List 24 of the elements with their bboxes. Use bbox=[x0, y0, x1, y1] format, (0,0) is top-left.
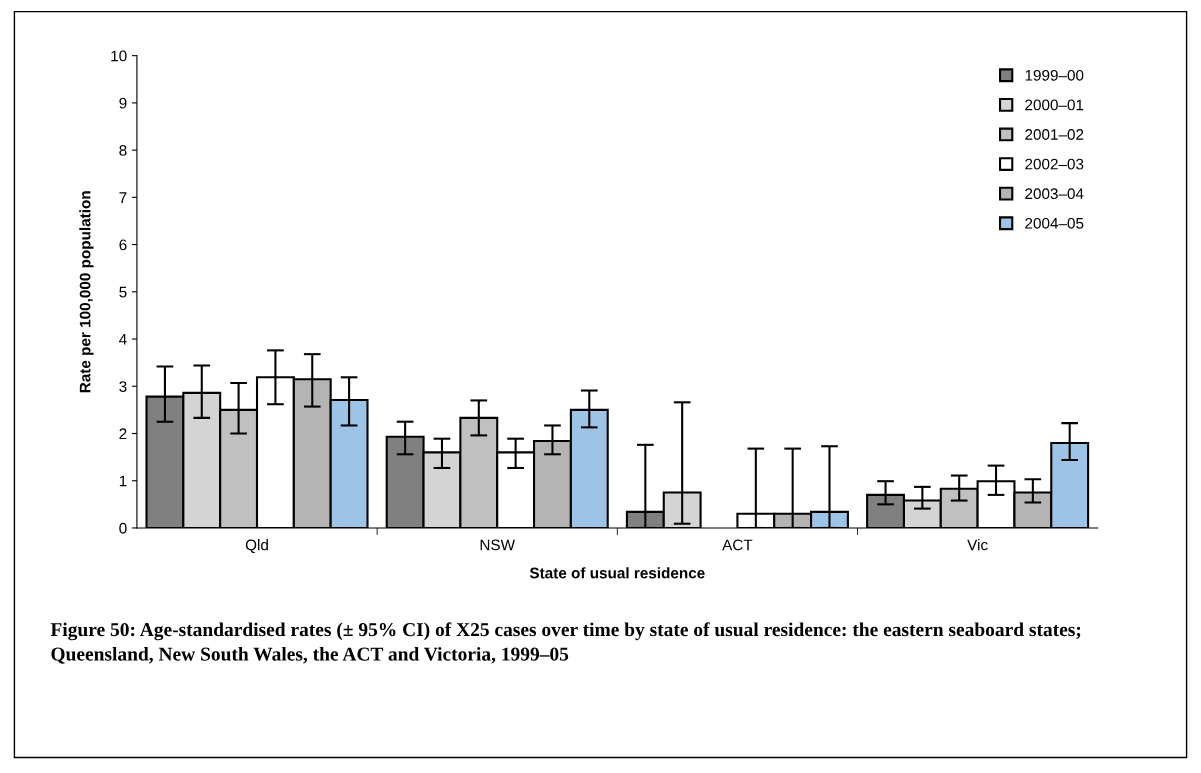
legend-label: 2003–04 bbox=[1025, 188, 1084, 200]
y-tick-label: 8 bbox=[119, 144, 127, 156]
y-tick-label: 6 bbox=[119, 239, 127, 251]
caption: Figure 50: Age-standardised rates (± 95% CI) of X25 cases over time by state of usual residence: the eastern seaboard states; Queensland, New South Wales, the ACT and Victoria, 1999–05 bbox=[50, 622, 1081, 664]
x-tick-label: ACT bbox=[722, 539, 753, 551]
y-axis-title: Rate per 100,000 population bbox=[79, 191, 94, 393]
y-tick-label: 2 bbox=[119, 428, 127, 440]
y-tick-label: 10 bbox=[111, 50, 127, 62]
y-tick-label: 4 bbox=[119, 334, 127, 345]
y-tick-label: 5 bbox=[119, 286, 127, 298]
legend-label: 2002–03 bbox=[1025, 158, 1084, 170]
legend-label: 2004–05 bbox=[1025, 217, 1084, 229]
y-tick-label: 7 bbox=[119, 192, 127, 203]
legend-label: 1999–00 bbox=[1025, 69, 1084, 81]
x-tick-label: Qld bbox=[245, 539, 268, 554]
y-tick-label: 9 bbox=[119, 97, 127, 109]
y-tick-label: 1 bbox=[119, 475, 127, 487]
y-tick-label: 0 bbox=[119, 522, 127, 534]
legend-label: 2001–02 bbox=[1025, 129, 1084, 140]
x-tick-label: NSW bbox=[480, 539, 515, 551]
x-axis-title: State of usual residence bbox=[529, 567, 705, 579]
legend-label: 2000–01 bbox=[1025, 99, 1084, 111]
x-tick-label: Vic bbox=[967, 539, 988, 551]
y-tick-label: 3 bbox=[119, 381, 127, 392]
